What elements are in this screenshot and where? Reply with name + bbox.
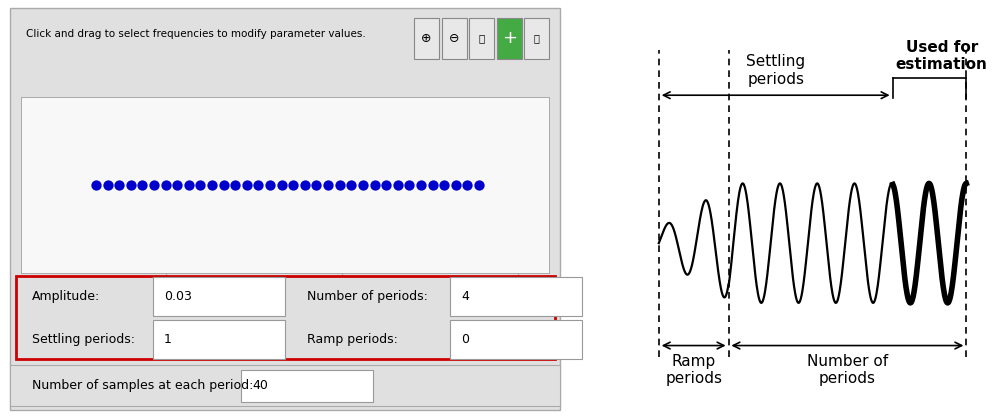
Point <box>100 181 116 188</box>
Text: 0: 0 <box>461 333 469 346</box>
Text: Ramp periods:: Ramp periods: <box>307 333 398 346</box>
Text: Click and drag to select frequencies to modify parameter values.: Click and drag to select frequencies to … <box>26 29 366 39</box>
Bar <box>442 18 466 59</box>
Point <box>413 181 429 188</box>
Point <box>250 181 266 188</box>
Point <box>448 181 464 188</box>
Point <box>401 181 417 188</box>
X-axis label: Frequency (rad/s): Frequency (rad/s) <box>236 302 334 312</box>
Point <box>216 181 232 188</box>
Point <box>332 181 348 188</box>
Point <box>378 181 394 188</box>
Text: 40: 40 <box>252 379 268 392</box>
Bar <box>414 18 439 59</box>
Text: Ramp
periods: Ramp periods <box>665 354 722 387</box>
Point <box>169 181 185 188</box>
Text: Settling
periods: Settling periods <box>746 54 805 87</box>
Text: 🗑: 🗑 <box>534 33 540 43</box>
Bar <box>497 18 522 59</box>
Text: Number of periods:: Number of periods: <box>307 290 428 303</box>
Text: ✋: ✋ <box>478 33 485 43</box>
Point <box>390 181 406 188</box>
Point <box>88 181 104 188</box>
Point <box>192 181 208 188</box>
Bar <box>450 277 582 316</box>
Text: +: + <box>502 29 517 48</box>
Text: Number of samples at each period:: Number of samples at each period: <box>32 379 253 392</box>
Point <box>204 181 220 188</box>
Point <box>181 181 197 188</box>
Text: 0.03: 0.03 <box>164 290 192 303</box>
Point <box>459 181 475 188</box>
Point <box>111 181 127 188</box>
Point <box>320 181 336 188</box>
Bar <box>450 320 582 359</box>
Point <box>227 181 243 188</box>
Text: Settling periods:: Settling periods: <box>32 333 135 346</box>
Text: Amplitude:: Amplitude: <box>32 290 100 303</box>
Point <box>158 181 174 188</box>
Point <box>308 181 324 188</box>
Point <box>355 181 371 188</box>
Point <box>146 181 162 188</box>
Point <box>262 181 278 188</box>
Text: Used for
estimation: Used for estimation <box>896 40 988 72</box>
Text: Number of
periods: Number of periods <box>807 354 888 387</box>
Bar <box>241 370 373 402</box>
Text: 1: 1 <box>164 333 172 346</box>
Point <box>134 181 150 188</box>
Bar <box>524 18 549 59</box>
Text: 4: 4 <box>461 290 469 303</box>
Point <box>297 181 313 188</box>
Text: ⊖: ⊖ <box>449 32 459 45</box>
Point <box>471 181 487 188</box>
Point <box>436 181 452 188</box>
Point <box>239 181 255 188</box>
Point <box>367 181 383 188</box>
Bar <box>153 277 285 316</box>
Point <box>285 181 301 188</box>
Bar <box>153 320 285 359</box>
Point <box>343 181 359 188</box>
Point <box>123 181 139 188</box>
Bar <box>469 18 494 59</box>
Text: ⊕: ⊕ <box>421 32 432 45</box>
Point <box>274 181 290 188</box>
Point <box>425 181 441 188</box>
